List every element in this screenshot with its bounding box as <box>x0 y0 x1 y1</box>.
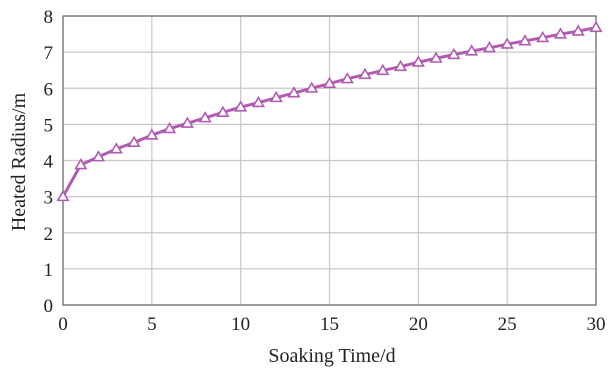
series <box>56 20 603 202</box>
data-point-marker <box>447 47 461 60</box>
y-tick-label: 2 <box>44 224 54 245</box>
y-tick-label: 7 <box>44 43 54 64</box>
x-tick-label: 15 <box>320 314 339 335</box>
data-point-marker <box>518 34 532 46</box>
y-tick-label: 6 <box>44 79 54 100</box>
data-point-marker <box>376 63 390 76</box>
data-point-marker <box>287 86 301 98</box>
data-point-marker <box>109 142 123 154</box>
data-point-marker <box>393 59 408 72</box>
data-point-marker <box>305 81 319 93</box>
x-tick-label: 10 <box>231 314 250 335</box>
plot-frame <box>62 15 597 306</box>
ticks: 0 5 10 15 20 25 30 0 1 2 3 4 5 6 7 8 <box>44 7 606 335</box>
data-point-marker <box>482 40 496 53</box>
data-point-marker <box>429 51 443 63</box>
data-point-marker <box>56 189 70 202</box>
data-point-marker <box>465 44 479 56</box>
data-point-marker <box>216 105 230 117</box>
x-axis-label: Soaking Time/d <box>268 345 395 367</box>
data-point-marker <box>553 27 568 39</box>
y-axis-label: Heated Radius/m <box>8 92 30 231</box>
data-point-marker <box>74 158 88 170</box>
data-point-marker <box>411 55 425 67</box>
data-point-marker <box>340 72 354 84</box>
data-point-marker <box>251 95 266 108</box>
x-tick-label: 30 <box>587 314 606 335</box>
data-point-marker <box>500 37 514 49</box>
data-point-marker <box>180 116 194 128</box>
data-point-marker <box>589 20 603 33</box>
data-point-marker <box>269 90 283 103</box>
grid <box>62 15 597 306</box>
data-point-marker <box>163 121 177 134</box>
y-tick-label: 0 <box>44 296 54 317</box>
data-point-marker <box>358 67 372 80</box>
y-tick-label: 3 <box>44 188 54 209</box>
data-point-marker <box>322 76 337 89</box>
x-tick-label: 0 <box>58 314 68 335</box>
data-point-marker <box>198 111 212 123</box>
y-tick-label: 4 <box>44 152 54 173</box>
x-tick-label: 5 <box>147 314 157 335</box>
x-tick-label: 25 <box>498 314 517 335</box>
data-point-marker <box>536 30 550 43</box>
data-point-marker <box>127 135 141 147</box>
x-tick-label: 20 <box>409 314 428 335</box>
y-tick-label: 8 <box>44 7 54 28</box>
data-point-marker <box>571 24 585 36</box>
y-tick-label: 5 <box>44 115 54 136</box>
data-point-marker <box>234 100 248 112</box>
data-point-marker <box>91 150 106 162</box>
data-point-marker <box>145 128 159 140</box>
y-tick-label: 1 <box>44 260 54 281</box>
